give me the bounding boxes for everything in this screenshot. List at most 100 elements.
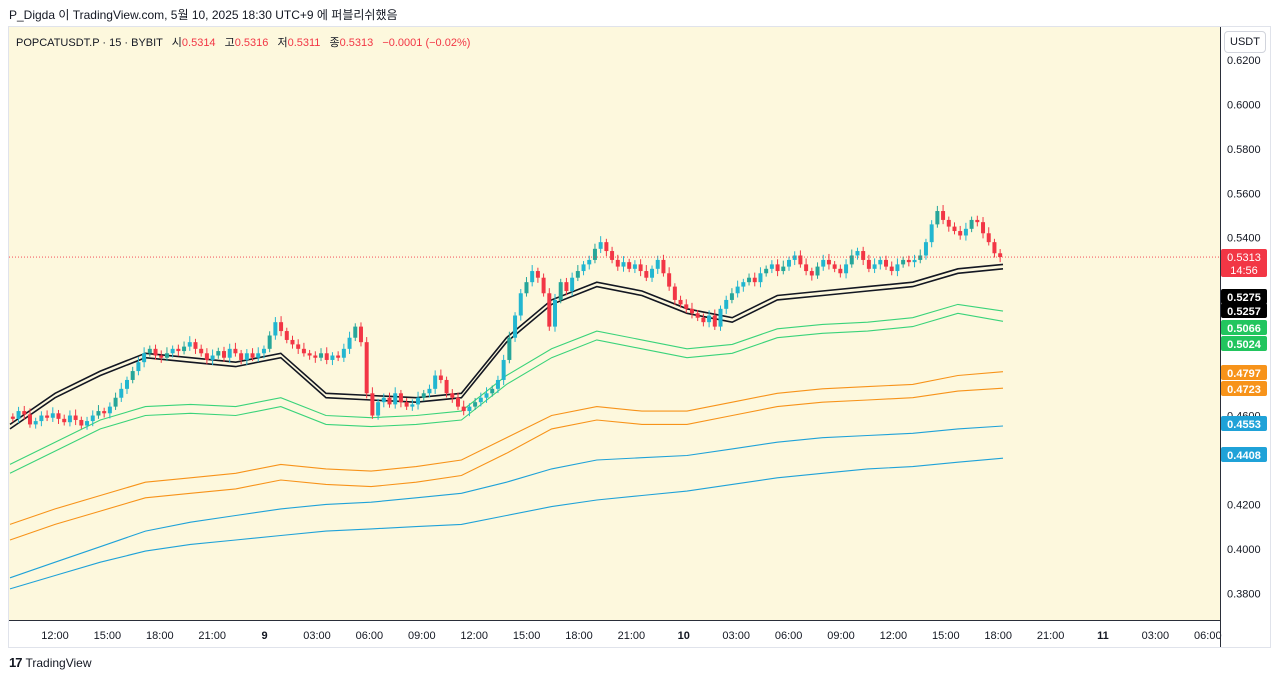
candle-body bbox=[427, 388, 432, 394]
candle-body bbox=[775, 264, 780, 272]
x-tick-label: 06:00 bbox=[1194, 630, 1222, 642]
candle-body bbox=[210, 355, 215, 360]
low-value: 0.5311 bbox=[287, 37, 321, 49]
candle-body bbox=[33, 421, 38, 425]
candle-body bbox=[513, 315, 518, 338]
candle-body bbox=[906, 259, 911, 263]
candle-body bbox=[290, 339, 295, 345]
candle-body bbox=[553, 299, 558, 327]
candle-body bbox=[216, 351, 221, 356]
candle-body bbox=[341, 348, 346, 358]
candle-body bbox=[530, 271, 535, 283]
candle-body bbox=[952, 226, 957, 232]
chart-frame bbox=[8, 26, 1271, 648]
candle-body bbox=[963, 228, 968, 236]
candle-body bbox=[50, 413, 55, 418]
candle-body bbox=[484, 393, 489, 398]
candle-body bbox=[712, 315, 717, 327]
candle-body bbox=[752, 277, 757, 283]
candle-body bbox=[872, 264, 877, 269]
y-tick-label: 0.5800 bbox=[1227, 144, 1261, 156]
candle-body bbox=[10, 416, 15, 419]
candle-body bbox=[918, 255, 923, 260]
candle-body bbox=[187, 342, 192, 347]
candle-body bbox=[416, 397, 421, 405]
chart-plot-area[interactable] bbox=[9, 27, 1220, 620]
candle-body bbox=[96, 411, 101, 416]
x-tick-label: 11 bbox=[1097, 630, 1109, 642]
price-axis-separator bbox=[1220, 27, 1221, 647]
open-value: 0.5314 bbox=[181, 37, 216, 49]
series-price-badge bbox=[1221, 336, 1267, 351]
series-line bbox=[9, 303, 1004, 465]
x-tick-label: 09:00 bbox=[827, 630, 855, 642]
candle-body bbox=[204, 353, 209, 360]
candle-body bbox=[256, 353, 261, 358]
symbol-legend: POPCATUSDT.P · 15 · BYBIT 시0.5314 고0.531… bbox=[16, 34, 470, 50]
y-tick-label: 0.6200 bbox=[1227, 55, 1261, 67]
candle-body bbox=[998, 253, 1003, 258]
candle-body bbox=[644, 271, 649, 278]
series-price-badge bbox=[1221, 320, 1267, 335]
candle-body bbox=[330, 355, 335, 360]
candle-body bbox=[39, 415, 44, 422]
x-tick-label: 03:00 bbox=[1142, 630, 1170, 642]
candle-body bbox=[473, 402, 478, 407]
candle-body bbox=[56, 413, 61, 419]
candle-body bbox=[501, 359, 506, 380]
candle-body bbox=[747, 277, 752, 283]
y-tick-label: 0.5400 bbox=[1227, 233, 1261, 245]
candle-body bbox=[707, 315, 712, 323]
candle-body bbox=[769, 264, 774, 269]
candle-body bbox=[478, 397, 483, 403]
candle-body bbox=[233, 348, 238, 354]
candle-body bbox=[387, 397, 392, 405]
candle-body bbox=[718, 308, 723, 327]
x-tick-label: 9 bbox=[262, 630, 268, 642]
candle-body bbox=[518, 293, 523, 316]
candle-body bbox=[935, 211, 940, 225]
candle-body bbox=[792, 255, 797, 260]
candle-body bbox=[724, 299, 729, 309]
candle-body bbox=[632, 264, 637, 269]
candle-body bbox=[627, 262, 632, 269]
candle-body bbox=[570, 277, 575, 292]
currency-button[interactable]: USDT bbox=[1224, 31, 1266, 53]
candle-body bbox=[307, 353, 312, 356]
candle-body bbox=[370, 393, 375, 416]
x-tick-label: 03:00 bbox=[303, 630, 331, 642]
x-tick-label: 09:00 bbox=[408, 630, 436, 642]
candle-body bbox=[507, 337, 512, 360]
series-price-badge bbox=[1221, 365, 1267, 380]
series-price-badge bbox=[1221, 381, 1267, 396]
series-price-value: 0.5024 bbox=[1227, 339, 1262, 351]
candle-body bbox=[541, 277, 546, 294]
candle-body bbox=[450, 393, 455, 398]
candle-body bbox=[832, 264, 837, 269]
series-line bbox=[9, 387, 1004, 541]
candle-body bbox=[142, 353, 147, 363]
candle-body bbox=[490, 388, 495, 394]
candle-body bbox=[182, 346, 187, 352]
x-tick-label: 12:00 bbox=[880, 630, 908, 642]
candle-body bbox=[547, 293, 552, 327]
candle-body bbox=[809, 271, 814, 276]
x-tick-label: 18:00 bbox=[984, 630, 1012, 642]
candle-body bbox=[284, 331, 289, 340]
series-price-badge bbox=[1221, 447, 1267, 462]
candle-body bbox=[815, 266, 820, 276]
symbol-name[interactable]: POPCATUSDT.P · 15 · BYBIT bbox=[16, 37, 163, 49]
publish-caption: P_Digda 이 TradingView.com, 5월 10, 2025 1… bbox=[9, 8, 398, 22]
candle-body bbox=[16, 411, 21, 419]
candle-body bbox=[581, 264, 586, 272]
time-axis-separator bbox=[9, 620, 1220, 621]
low-label: 저 bbox=[277, 37, 288, 49]
candle-body bbox=[981, 222, 986, 234]
candle-body bbox=[67, 415, 72, 423]
candle-body bbox=[410, 404, 415, 407]
candle-body bbox=[689, 308, 694, 314]
candle-body bbox=[438, 375, 443, 380]
candle-body bbox=[798, 255, 803, 265]
series-price-value: 0.5275 bbox=[1227, 292, 1261, 304]
candle-body bbox=[912, 259, 917, 263]
